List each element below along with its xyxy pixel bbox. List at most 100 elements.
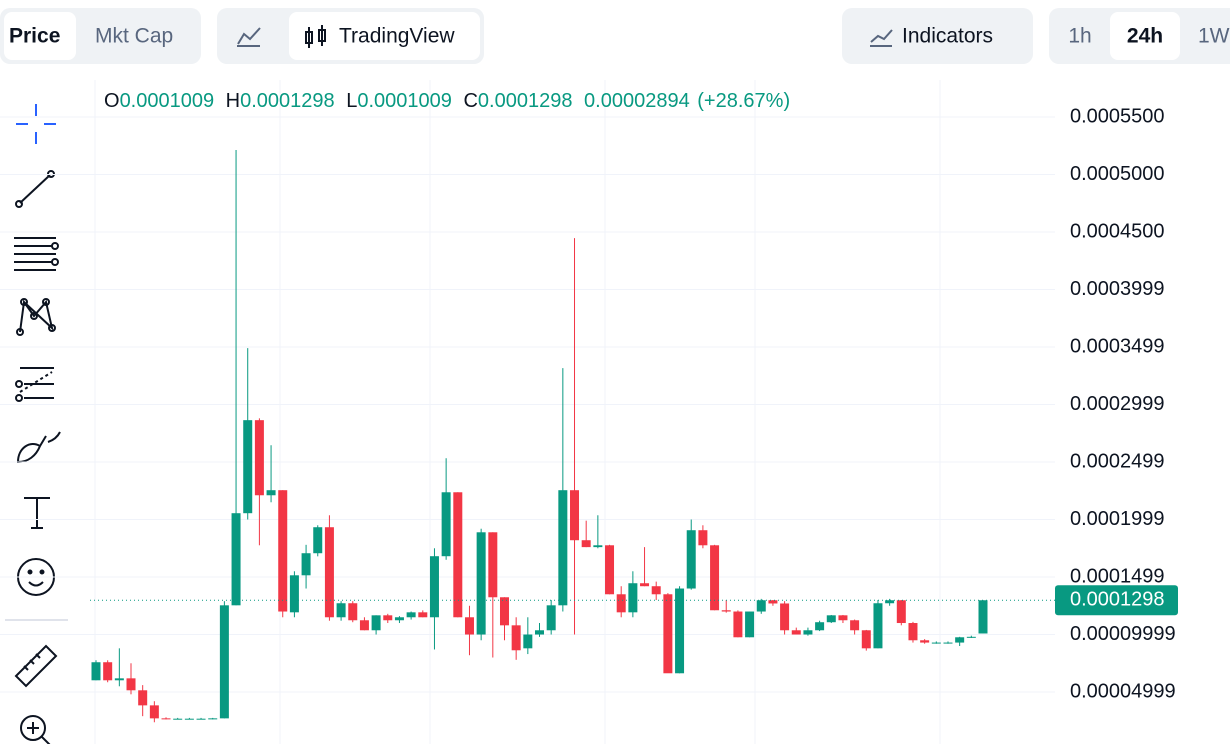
low-label: L — [346, 90, 357, 112]
price-axis: 0.0005500 0.0005000 0.0004500 0.0003999 0.00… — [1055, 105, 1178, 702]
crosshair-tool[interactable] — [16, 104, 56, 144]
candle-body — [173, 718, 183, 720]
candle-body — [371, 615, 381, 631]
candle-body — [348, 603, 358, 621]
active-mode[interactable] — [289, 12, 480, 60]
y-tick-label: 0.0005500 — [1070, 105, 1165, 127]
candle-body — [383, 615, 393, 621]
close-label: C — [463, 90, 477, 112]
indicators-button-bg[interactable] — [842, 8, 1033, 64]
tradingview-button[interactable]: TradingView — [339, 25, 455, 48]
y-tick-label: 0.0004500 — [1070, 220, 1165, 242]
pattern-tool[interactable] — [16, 298, 56, 336]
projection-tool[interactable] — [15, 367, 54, 402]
active-timeframe[interactable] — [1110, 12, 1180, 60]
candle-body — [499, 597, 509, 626]
y-tick-label: 0.0001499 — [1070, 565, 1165, 587]
candle-body — [803, 630, 813, 635]
candle-body — [464, 617, 474, 635]
candle-body — [745, 611, 755, 638]
candle-body — [453, 492, 463, 618]
candle-body — [966, 636, 976, 638]
candle-body — [301, 553, 311, 576]
candle-body — [873, 603, 883, 649]
candle-body — [359, 620, 369, 631]
candle-body — [266, 490, 276, 496]
ohlc-legend: O0.0001009 H0.0001298 L0.0001009 C0.0001… — [104, 90, 790, 112]
candle-body — [698, 530, 708, 546]
current-price-label: 0.0001298 — [1070, 589, 1165, 611]
candle-body — [826, 615, 836, 623]
zoom-tool[interactable] — [20, 715, 51, 746]
candle-body — [663, 594, 673, 674]
vertical-grid — [94, 80, 941, 744]
candle-body — [885, 600, 895, 604]
active-tab[interactable] — [4, 12, 76, 60]
open-label: O — [104, 90, 120, 112]
candle-body — [289, 575, 299, 613]
candle-body — [254, 420, 264, 496]
candle-body — [616, 594, 626, 613]
candle-body — [91, 662, 101, 681]
candle-body — [535, 630, 544, 635]
close-value: 0.0001298 — [478, 90, 573, 112]
candle-body — [114, 678, 124, 681]
candle-body — [161, 718, 171, 720]
candle-body — [441, 492, 451, 557]
ruler-tool[interactable] — [14, 644, 58, 688]
candle-body — [219, 605, 229, 719]
candle-body — [955, 637, 965, 643]
candle-body — [978, 600, 988, 634]
drawing-toolbar — [5, 104, 68, 746]
candle-body — [208, 718, 218, 720]
mktcap-tab[interactable]: Mkt Cap — [95, 25, 173, 48]
candle-body — [628, 583, 638, 613]
candle-body — [523, 634, 533, 649]
timeframe-1w[interactable]: 1W — [1198, 25, 1230, 48]
candle-body — [815, 622, 825, 631]
price-tab[interactable]: Price — [9, 25, 60, 48]
candle-body — [908, 623, 918, 641]
horizontal-grid — [0, 116, 1055, 693]
candle-body — [149, 705, 159, 719]
candle-body — [791, 630, 801, 635]
line-mode-icon[interactable] — [237, 27, 261, 47]
low-value: 0.0001009 — [357, 90, 452, 112]
y-tick-label: 0.0005000 — [1070, 163, 1165, 185]
candle-body — [861, 630, 871, 649]
candle-body — [546, 605, 556, 631]
candle-body — [721, 610, 731, 612]
candle-body — [675, 588, 685, 674]
candle-body — [651, 586, 661, 595]
brush-tool[interactable] — [16, 431, 61, 464]
candle-body — [686, 530, 696, 589]
candle-body — [640, 583, 650, 587]
candle-body — [231, 513, 241, 606]
open-value: 0.0001009 — [120, 90, 215, 112]
candle-body — [418, 612, 428, 618]
candle-body — [103, 662, 113, 681]
candle-body — [710, 545, 720, 611]
candle-body — [920, 640, 930, 643]
trendline-tool[interactable] — [15, 170, 55, 208]
fib-tool[interactable] — [14, 237, 59, 271]
timeframe-1h[interactable]: 1h — [1068, 25, 1091, 48]
candle-body — [896, 600, 906, 624]
candle-body — [184, 718, 194, 720]
candle-body — [406, 612, 416, 618]
candles — [90, 150, 1055, 723]
y-tick-label: 0.00009999 — [1070, 623, 1176, 645]
candle-body — [780, 603, 790, 631]
y-tick-label: 0.00004999 — [1070, 680, 1176, 702]
y-tick-label: 0.0003999 — [1070, 278, 1165, 300]
candle-body — [243, 420, 253, 514]
timeframe-24h[interactable]: 24h — [1127, 25, 1163, 48]
indicators-button[interactable]: Indicators — [902, 25, 993, 48]
candle-body — [394, 617, 404, 621]
candle-body — [931, 642, 941, 644]
candle-body — [593, 545, 603, 548]
candle-body — [138, 690, 148, 706]
candle-body — [605, 545, 615, 595]
text-tool[interactable] — [24, 497, 50, 529]
